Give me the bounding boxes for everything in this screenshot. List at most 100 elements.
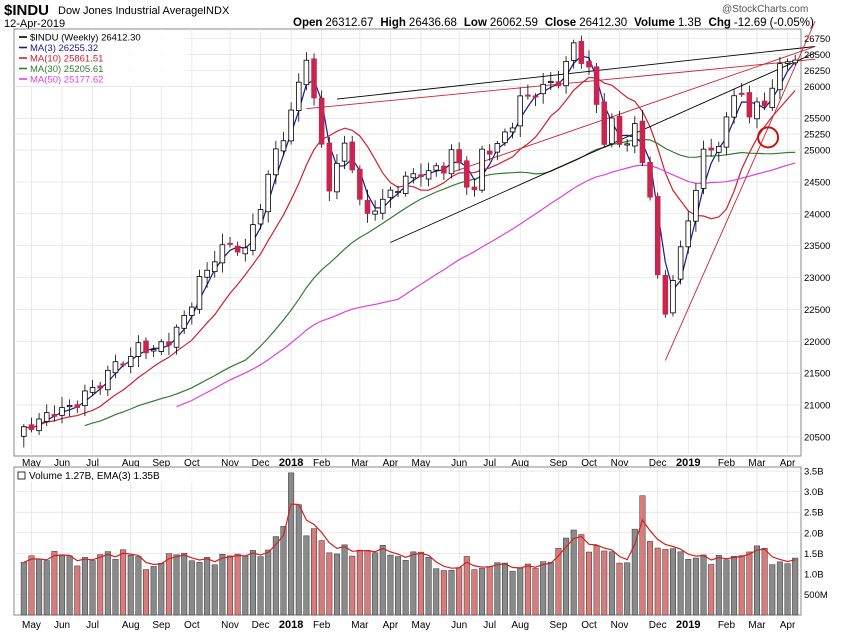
candle-up bbox=[624, 143, 630, 146]
price-tick-label: 22000 bbox=[804, 337, 830, 348]
x-tick-label: Dec bbox=[649, 620, 667, 631]
candle-down bbox=[311, 58, 317, 99]
volume-bar-down bbox=[51, 551, 58, 616]
price-tick-label: 26250 bbox=[804, 66, 830, 77]
price-tick-label: 21500 bbox=[804, 369, 830, 380]
candle-up bbox=[127, 356, 134, 368]
x-tick-label: Aug bbox=[511, 620, 529, 631]
candle-down bbox=[74, 404, 81, 408]
ma30-line bbox=[84, 138, 796, 427]
x-tick-label: Jul bbox=[86, 458, 99, 469]
x-tick-label: Oct bbox=[581, 620, 597, 631]
x-tick-label: Nov bbox=[221, 620, 239, 631]
price-axis: 20500 21000 21500 22000 22500 23000 23500 24000… bbox=[804, 34, 830, 443]
volume-bar-down bbox=[463, 556, 470, 616]
candle-down bbox=[441, 165, 447, 174]
candle-down bbox=[326, 142, 333, 192]
volume-bar-down bbox=[364, 550, 371, 616]
trend-line bbox=[390, 52, 816, 243]
x-tick-label: Jun bbox=[451, 458, 467, 469]
x-tick-label: May bbox=[412, 458, 431, 469]
annotation-circle bbox=[757, 126, 780, 149]
volume-bar-up bbox=[547, 561, 554, 616]
volume-legend-bg bbox=[16, 469, 196, 482]
candle-up bbox=[59, 407, 65, 416]
candle-down bbox=[639, 120, 646, 164]
volume-bar-up bbox=[288, 472, 295, 616]
x-tick-label: Dec bbox=[649, 458, 667, 469]
x-tick-label: May bbox=[22, 458, 41, 469]
candle-up bbox=[395, 191, 401, 194]
volume-bar-up bbox=[265, 549, 272, 616]
candle-down bbox=[28, 424, 35, 430]
volume-bar-down bbox=[738, 555, 745, 616]
volume-bar-down bbox=[326, 552, 333, 616]
volume-bar-up bbox=[395, 556, 402, 616]
legend-entry: MA(30) 25205.61 bbox=[30, 64, 103, 75]
volume-bar-down bbox=[654, 547, 661, 616]
volume-bar-down bbox=[616, 562, 623, 616]
candle-down bbox=[486, 150, 493, 155]
volume-bar-down bbox=[74, 565, 81, 616]
volume-bar-down bbox=[532, 568, 539, 616]
x-tick-label: Nov bbox=[221, 458, 239, 469]
x-tick-label: Aug bbox=[511, 458, 529, 469]
volume-bar-up bbox=[333, 553, 340, 616]
volume-bars bbox=[20, 472, 799, 616]
candle-down bbox=[708, 147, 714, 151]
volume-bar-up bbox=[379, 545, 386, 616]
candle-up bbox=[509, 127, 516, 133]
volume-bar-up bbox=[43, 560, 50, 616]
candle-down bbox=[532, 95, 539, 98]
candle-up bbox=[479, 148, 485, 191]
volume-bar-up bbox=[570, 529, 577, 616]
candle-up bbox=[769, 87, 776, 108]
candle-down bbox=[761, 100, 768, 107]
volume-ema-line bbox=[23, 503, 796, 569]
candle-up bbox=[135, 342, 142, 357]
candle-up bbox=[303, 59, 310, 86]
candle-up bbox=[250, 224, 256, 251]
price-tick-label: 25500 bbox=[804, 114, 830, 125]
x-tick-label: Feb bbox=[718, 620, 736, 631]
volume-bar-up bbox=[410, 551, 417, 616]
volume-bar-down bbox=[746, 551, 753, 616]
volume-bar-up bbox=[242, 555, 249, 616]
volume-bar-up bbox=[135, 556, 142, 616]
candle-up bbox=[21, 426, 27, 437]
x-tick-label: Feb bbox=[313, 458, 331, 469]
volume-bar-down bbox=[708, 564, 715, 616]
volume-bar-up bbox=[59, 554, 66, 616]
volume-bar-up bbox=[501, 562, 508, 616]
volume-bar-down bbox=[486, 566, 493, 616]
candle-down bbox=[418, 174, 424, 178]
candle-up bbox=[341, 142, 348, 162]
x-tick-label: May bbox=[22, 620, 41, 631]
candle-up bbox=[609, 117, 615, 145]
x-tick-label: Sep bbox=[550, 458, 568, 469]
candle-up bbox=[731, 95, 737, 118]
volume-bar-up bbox=[204, 557, 211, 616]
candle-up bbox=[334, 162, 340, 193]
volume-bar-up bbox=[608, 551, 615, 616]
volume-bar-up bbox=[448, 569, 455, 616]
candle-down bbox=[647, 161, 653, 198]
chart-symbol: $INDU bbox=[4, 2, 49, 19]
legend-bg bbox=[16, 30, 186, 86]
candle-up bbox=[448, 149, 455, 175]
volume-bar-down bbox=[318, 540, 325, 616]
x-axis-labels-price: May Jun Jul Aug Sep Oct Nov Dec 2018 Feb Mar Apr May… bbox=[22, 457, 796, 469]
volume-bar-up bbox=[196, 561, 203, 616]
volume-bar-up bbox=[295, 504, 302, 616]
candle-up bbox=[425, 170, 432, 180]
x-tick-label: Oct bbox=[184, 620, 200, 631]
volume-bar-up bbox=[81, 557, 88, 616]
volume-bar-up bbox=[211, 564, 218, 616]
volume-bar-up bbox=[387, 554, 394, 616]
price-tick-label: 25000 bbox=[804, 146, 830, 157]
close-value: 26412.30 bbox=[579, 17, 627, 29]
candle-up bbox=[105, 369, 111, 391]
volume-bar-down bbox=[234, 553, 241, 616]
candle-down bbox=[586, 61, 592, 68]
